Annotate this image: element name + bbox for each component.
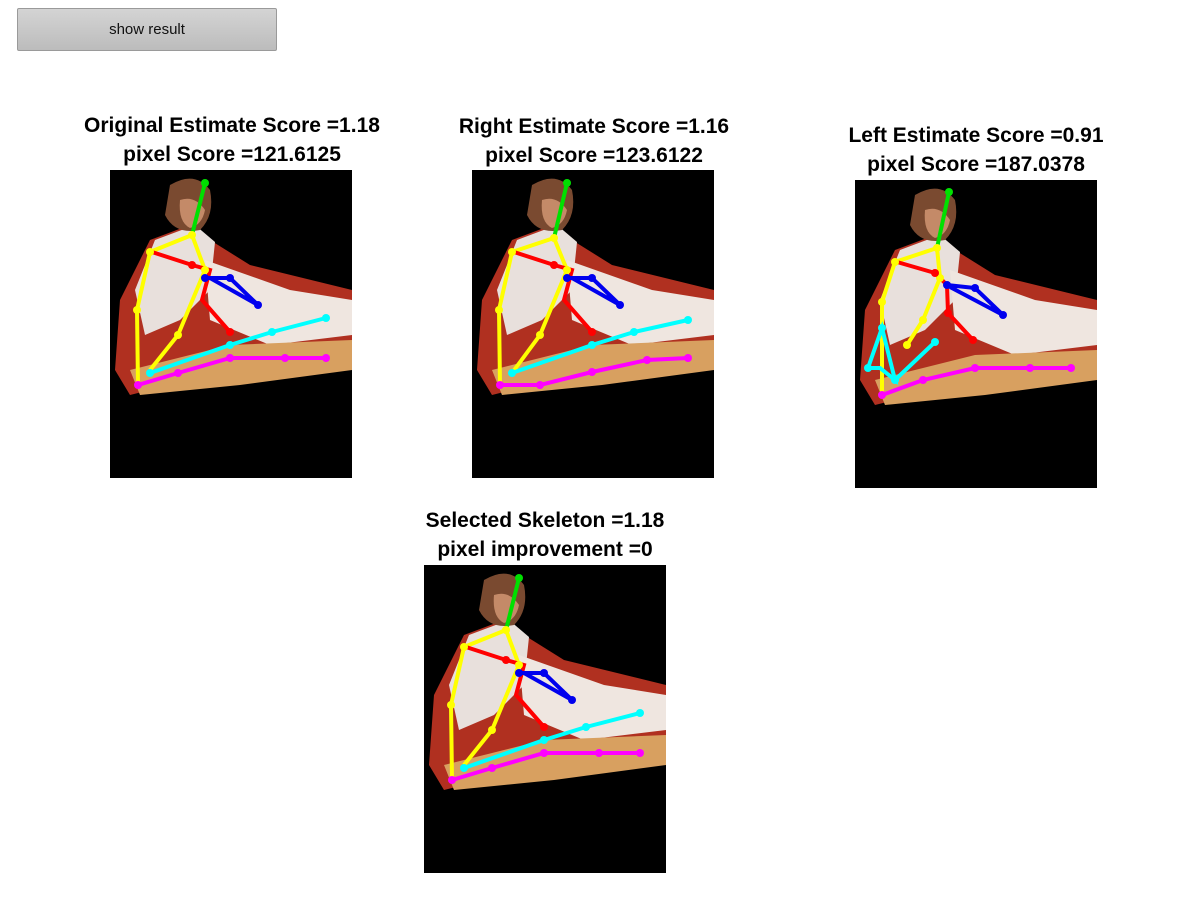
panel-right-title: Right Estimate Score =1.16 <box>458 115 730 138</box>
panel-original-title: Original Estimate Score =1.18 <box>84 114 380 137</box>
panel-selected-title: Selected Skeleton =1.18 <box>425 509 665 532</box>
panel-selected-image <box>424 565 666 873</box>
pose-skeleton-original <box>115 178 352 395</box>
pose-skeleton-left <box>860 188 1097 405</box>
panel-selected-subtitle: pixel improvement =0 <box>437 538 653 561</box>
panel-original-image <box>110 170 352 478</box>
panel-right-subtitle: pixel Score =123.6122 <box>485 144 703 167</box>
panel-left-title-block: Left Estimate Score =0.91 pixel Score =1… <box>796 121 1156 179</box>
show-result-button[interactable]: show result <box>17 8 277 51</box>
panel-original-title-block: Original Estimate Score =1.18 pixel Scor… <box>52 111 412 169</box>
panel-left-subtitle: pixel Score =187.0378 <box>867 153 1085 176</box>
panel-right-image <box>472 170 714 478</box>
panel-left-image <box>855 180 1097 488</box>
panel-right-title-block: Right Estimate Score =1.16 pixel Score =… <box>414 112 774 170</box>
panel-original-subtitle: pixel Score =121.6125 <box>123 143 341 166</box>
pose-skeleton-selected <box>429 573 666 790</box>
panel-left-title: Left Estimate Score =0.91 <box>848 124 1104 147</box>
pose-skeleton-right <box>477 178 714 395</box>
panel-selected-title-block: Selected Skeleton =1.18 pixel improvemen… <box>365 506 725 564</box>
